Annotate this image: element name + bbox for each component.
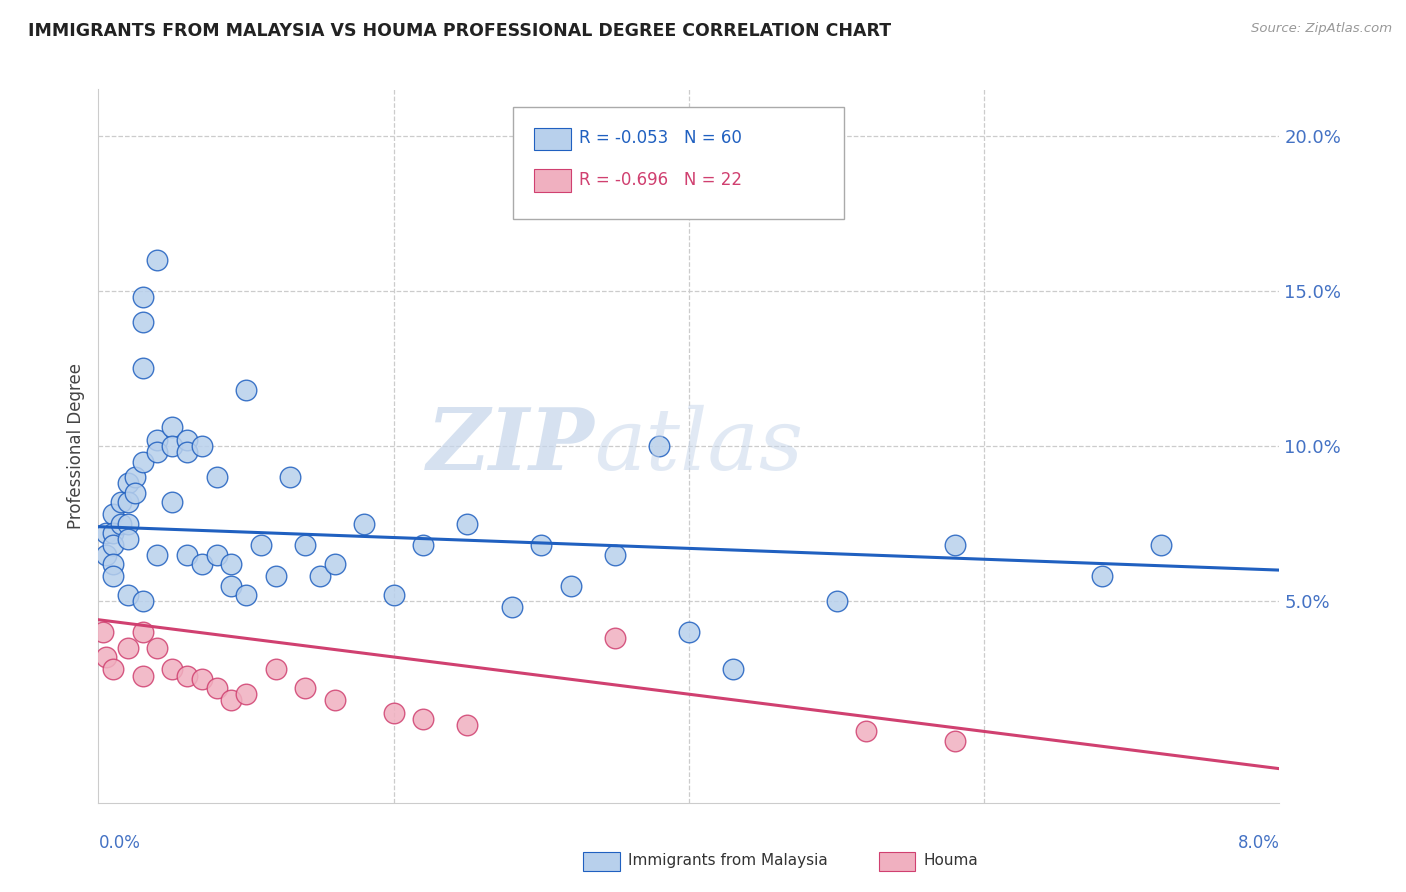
Point: [146, 433, 169, 447]
Point: [103, 569, 125, 583]
Point: [1150, 538, 1173, 552]
Point: [94, 548, 117, 562]
Text: Immigrants from Malaysia: Immigrants from Malaysia: [628, 854, 828, 868]
Point: [205, 681, 228, 695]
Point: [117, 476, 139, 491]
Point: [117, 495, 139, 509]
Point: [205, 470, 228, 484]
Point: [605, 632, 627, 646]
Point: [103, 508, 125, 522]
Point: [250, 538, 273, 552]
Point: [162, 495, 183, 509]
Text: atlas: atlas: [595, 405, 804, 487]
Point: [308, 569, 332, 583]
Text: ZIP: ZIP: [426, 404, 595, 488]
Point: [117, 640, 139, 655]
Point: [162, 420, 183, 434]
Point: [124, 485, 146, 500]
Point: [146, 640, 169, 655]
Point: [235, 687, 257, 701]
Point: [412, 712, 434, 726]
Point: [132, 668, 155, 682]
Point: [132, 454, 155, 468]
Point: [943, 733, 966, 747]
Point: [382, 706, 405, 720]
Point: [176, 445, 198, 459]
Point: [560, 579, 582, 593]
Point: [530, 538, 553, 552]
Point: [323, 693, 346, 707]
Point: [110, 516, 132, 531]
Point: [1091, 569, 1114, 583]
Point: [456, 516, 478, 531]
Point: [264, 662, 287, 676]
Point: [721, 662, 744, 676]
Point: [132, 361, 155, 376]
Point: [124, 470, 146, 484]
Point: [382, 588, 405, 602]
Point: [456, 718, 478, 732]
Point: [94, 650, 117, 665]
Point: [825, 594, 848, 608]
Point: [191, 557, 214, 571]
Point: [235, 383, 257, 397]
Point: [235, 588, 257, 602]
Point: [219, 579, 242, 593]
Point: [501, 600, 523, 615]
Point: [191, 439, 214, 453]
Point: [264, 569, 287, 583]
Point: [117, 532, 139, 546]
Text: R = -0.696   N = 22: R = -0.696 N = 22: [579, 171, 742, 189]
Point: [191, 672, 214, 686]
Point: [146, 252, 169, 267]
Point: [855, 724, 877, 739]
Point: [162, 662, 183, 676]
Point: [678, 625, 700, 640]
Point: [162, 439, 183, 453]
Point: [176, 548, 198, 562]
Point: [117, 516, 139, 531]
Point: [146, 548, 169, 562]
Point: [103, 557, 125, 571]
Point: [219, 693, 242, 707]
Point: [278, 470, 302, 484]
Point: [219, 557, 242, 571]
Point: [294, 681, 316, 695]
Point: [103, 538, 125, 552]
Text: 0.0%: 0.0%: [98, 834, 141, 852]
Text: R = -0.053   N = 60: R = -0.053 N = 60: [579, 129, 742, 147]
Point: [110, 495, 132, 509]
Text: 8.0%: 8.0%: [1237, 834, 1279, 852]
Point: [294, 538, 316, 552]
Point: [943, 538, 966, 552]
Y-axis label: Professional Degree: Professional Degree: [67, 363, 86, 529]
Point: [132, 315, 155, 329]
Point: [605, 548, 627, 562]
Point: [205, 548, 228, 562]
Text: Source: ZipAtlas.com: Source: ZipAtlas.com: [1251, 22, 1392, 36]
Text: Houma: Houma: [924, 854, 979, 868]
Point: [132, 594, 155, 608]
Point: [91, 625, 114, 640]
Point: [132, 290, 155, 304]
Text: IMMIGRANTS FROM MALAYSIA VS HOUMA PROFESSIONAL DEGREE CORRELATION CHART: IMMIGRANTS FROM MALAYSIA VS HOUMA PROFES…: [28, 22, 891, 40]
Point: [94, 525, 117, 540]
Point: [412, 538, 434, 552]
Point: [648, 439, 671, 453]
Point: [176, 433, 198, 447]
Point: [103, 662, 125, 676]
Point: [176, 668, 198, 682]
Point: [117, 588, 139, 602]
Point: [146, 445, 169, 459]
Point: [323, 557, 346, 571]
Point: [132, 625, 155, 640]
Point: [103, 525, 125, 540]
Point: [353, 516, 375, 531]
